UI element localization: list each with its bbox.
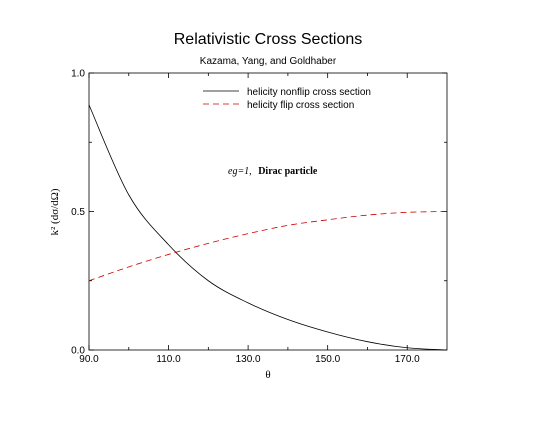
x-tick-label: 150.0 (315, 354, 340, 365)
annotation-dirac: Dirac particle (258, 166, 318, 177)
x-tick-label: 130.0 (236, 354, 261, 365)
y-tick-label: 1.0 (71, 69, 85, 80)
legend: helicity nonflip cross section helicity … (203, 87, 371, 111)
chart-subtitle: Kazama, Yang, and Goldhaber (200, 56, 337, 67)
x-tick-label: 110.0 (156, 354, 181, 365)
x-axis-label: θ (265, 369, 270, 381)
series-group (88, 104, 448, 351)
chart-title: Relativistic Cross Sections (174, 31, 363, 48)
series-line-flip (88, 211, 448, 282)
legend-label-nonflip: helicity nonflip cross section (247, 87, 371, 98)
legend-label-flip: helicity flip cross section (247, 100, 354, 111)
annotation-eg: eg=1, (228, 166, 252, 177)
axis-ticks: 90.0 110.0 130.0 150.0 170.0 0.0 0.5 1.0 (71, 69, 447, 365)
y-axis-label: k² (dσ/dΩ) (49, 188, 61, 235)
series-line-nonflip (88, 104, 448, 351)
plot-frame (88, 72, 448, 351)
x-tick-label: 170.0 (395, 354, 420, 365)
y-tick-label: 0.5 (71, 207, 85, 218)
x-tick-label: 90.0 (79, 354, 99, 365)
annotation: eg=1, Dirac particle (228, 166, 318, 177)
y-tick-label: 0.0 (71, 346, 85, 357)
